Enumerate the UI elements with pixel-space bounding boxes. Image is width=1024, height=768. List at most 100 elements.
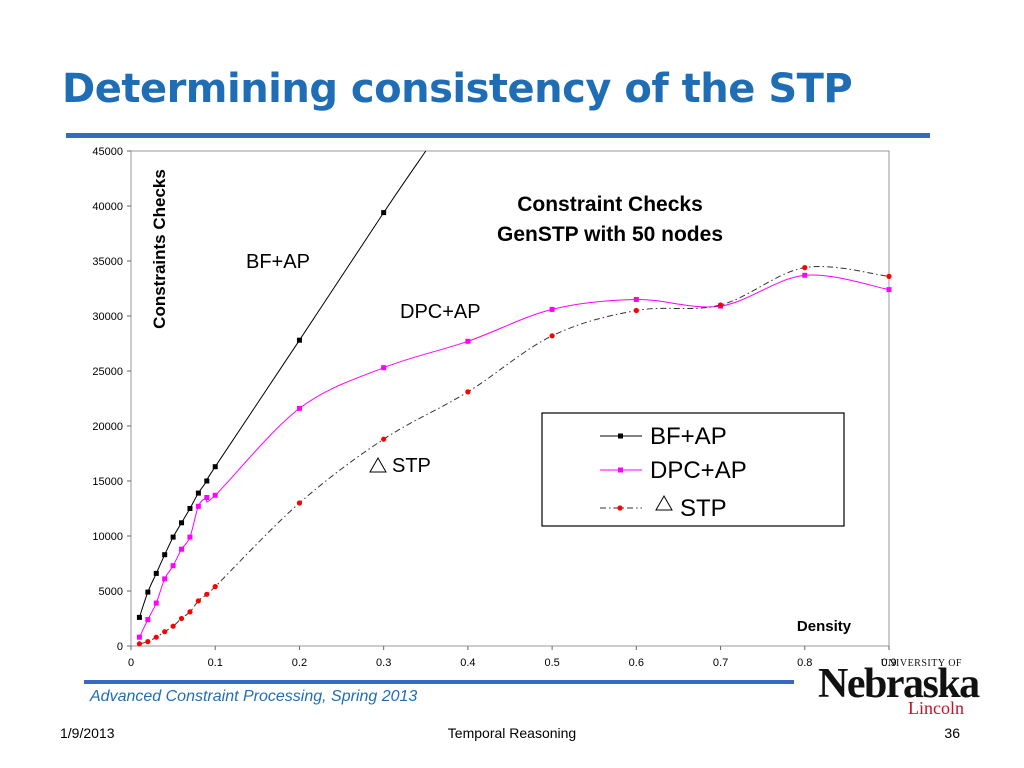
y-tick-label: 0 <box>117 641 123 653</box>
legend-delta-icon <box>655 494 673 511</box>
footer-rule <box>84 680 794 684</box>
slide-title: Determining consistency of the STP <box>62 66 853 112</box>
series-bf-ap-point <box>204 478 210 484</box>
series-dpc-ap-point <box>381 365 387 371</box>
chart-title-line1: Constraint Checks <box>517 193 703 216</box>
series-dpc-ap-point <box>153 600 159 606</box>
y-axis-label: Constraints Checks <box>150 169 169 329</box>
y-tick-label: 5000 <box>99 586 123 598</box>
series-dpc-ap-annotation: DPC+AP <box>400 301 481 323</box>
x-tick-label: 0.8 <box>797 657 812 669</box>
series-dpc-ap-point <box>212 492 218 498</box>
chart-labels: Constraint Checks GenSTP with 50 nodes Den… <box>150 169 852 635</box>
logo-main-text: Nebraska <box>818 661 980 707</box>
series-dpc-ap-point <box>187 534 193 540</box>
y-tick-label: 15000 <box>92 476 123 488</box>
series-bf-ap-point <box>212 464 218 470</box>
series-stp-legend-label: STP <box>680 495 727 522</box>
series-dpc-ap-point <box>179 546 185 552</box>
series-bf-ap-point <box>296 337 302 343</box>
series-dpc-ap-point <box>170 563 176 569</box>
series-stp-point <box>465 389 471 395</box>
x-tick-label: 0.1 <box>208 657 223 669</box>
page-number: 36 <box>944 725 960 741</box>
series-bf-ap-legend-label: BF+AP <box>650 423 727 450</box>
y-tick-label: 45000 <box>92 146 123 158</box>
series-dpc-ap-point <box>802 272 808 278</box>
y-tick-label: 35000 <box>92 256 123 268</box>
y-tick-label: 25000 <box>92 366 123 378</box>
series-stp-point <box>136 641 143 647</box>
x-axis-label: Density <box>797 618 852 635</box>
series-bf-ap-point <box>145 589 151 595</box>
series-bf-ap-legend-marker <box>618 433 623 439</box>
y-tick-label: 30000 <box>92 311 123 323</box>
series-stp-point <box>153 634 159 640</box>
x-tick-label: 0.7 <box>713 657 728 669</box>
series-dpc-ap-point <box>162 576 168 582</box>
legend: BF+AP DPC+AP STP <box>541 412 845 527</box>
footer-topic: Temporal Reasoning <box>447 725 577 741</box>
series-markers <box>136 210 892 647</box>
series-dpc-ap-legend-marker <box>618 467 623 473</box>
series-dpc-ap-point <box>204 495 210 500</box>
series-bf-ap-annotation: BF+AP <box>246 251 310 273</box>
chart-title-line2: GenSTP with 50 nodes <box>497 223 723 246</box>
title-underline <box>66 133 930 138</box>
logo-top-text: UNIVERSITY OF <box>880 658 962 669</box>
x-tick-label: 0.3 <box>376 657 391 669</box>
series-bf-ap-point <box>187 506 193 511</box>
plot-area <box>130 150 890 647</box>
series-bf-ap-point <box>136 614 142 620</box>
series-stp-legend-marker <box>617 505 623 511</box>
series-dpc-ap-point <box>136 634 142 640</box>
series-dpc-ap-point <box>465 338 471 344</box>
series-bf-ap-point <box>179 520 185 526</box>
series-stp-point <box>212 584 218 590</box>
y-tick-label: 40000 <box>92 201 123 213</box>
series-stp-point <box>204 591 210 597</box>
series-dpc-ap-point <box>549 306 555 312</box>
series-bf-ap-point <box>170 534 176 540</box>
legend-box <box>541 412 845 527</box>
series-stp-point <box>170 623 176 629</box>
series-stp-point <box>633 307 639 314</box>
series-stp-point <box>178 615 185 622</box>
x-tick-label: 0.5 <box>544 657 559 669</box>
x-tick-label: 0.2 <box>292 657 307 669</box>
series-dpc-ap-legend-label: DPC+AP <box>650 457 747 484</box>
series-dpc-ap-point <box>195 503 201 509</box>
y-tick-label: 10000 <box>92 531 123 543</box>
logo-sub-text: Lincoln <box>908 698 964 718</box>
x-tick-label: 0.9 <box>881 657 896 669</box>
delta-icon <box>369 456 387 473</box>
series-bf-ap-point <box>195 490 201 496</box>
series-stp-annotation: STP <box>392 455 431 477</box>
series-bf-ap-point <box>153 570 159 576</box>
series-dpc-ap-point <box>296 405 302 411</box>
series-stp-point <box>802 265 808 271</box>
series-stp-point <box>381 436 387 442</box>
series-stp-point <box>717 302 724 308</box>
series-dpc-ap-point <box>145 617 151 623</box>
series-stp-point <box>296 500 303 506</box>
series-stp-point <box>187 609 193 615</box>
series-stp-point <box>549 333 555 339</box>
series-dpc-ap-point <box>886 287 892 293</box>
series-dpc-ap-point <box>633 297 639 302</box>
series-bf-ap-point <box>381 210 387 216</box>
x-tick-label: 0.4 <box>460 657 475 669</box>
course-footer: Advanced Constraint Processing, Spring 2… <box>90 688 418 705</box>
series-stp-point <box>886 273 892 279</box>
chart: 0 5000 10000 15000 20000 25000 30000 35000 40000… <box>92 146 896 669</box>
series-stp-point <box>162 629 168 635</box>
series-stp-point <box>145 639 151 645</box>
x-tick-label: 0.6 <box>629 657 644 669</box>
series-bf-ap-point <box>162 552 168 558</box>
footer-date: 1/9/2013 <box>60 725 115 741</box>
axes: 0 5000 10000 15000 20000 25000 30000 35000 40000… <box>92 146 896 669</box>
university-logo: UNIVERSITY OF Nebraska Lincoln <box>818 654 980 720</box>
y-tick-label: 20000 <box>92 421 123 433</box>
x-tick-label: 0 <box>128 657 134 669</box>
series-stp-point <box>195 598 201 604</box>
